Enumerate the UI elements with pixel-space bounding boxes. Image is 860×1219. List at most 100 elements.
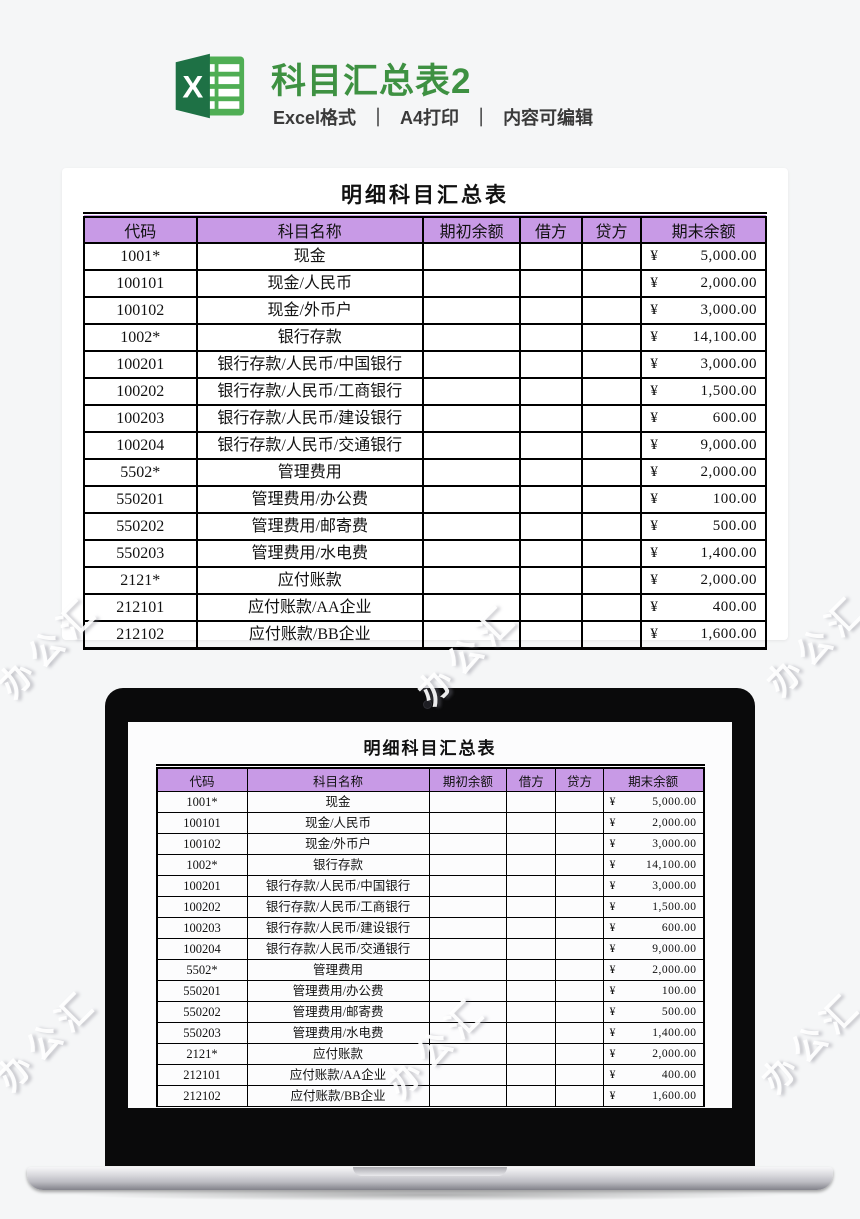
cell-ending: ¥1,400.00 [640, 539, 767, 568]
cell-debit [519, 242, 583, 271]
ending-amount: 1,400.00 [700, 545, 757, 561]
ending-amount: 100.00 [712, 491, 757, 507]
currency-symbol: ¥ [609, 817, 616, 829]
currency-symbol: ¥ [609, 1027, 616, 1039]
currency-symbol: ¥ [650, 491, 658, 507]
cell-ending: ¥2,000.00 [602, 1043, 705, 1065]
ending-amount: 2,000.00 [700, 275, 757, 291]
cell-opening [422, 404, 522, 433]
cell-code: 550203 [83, 539, 198, 568]
cell-name: 管理费用/办公费 [195, 485, 425, 514]
ending-amount: 14,100.00 [646, 859, 697, 871]
table-row: 550203 管理费用/水电费 ¥1,400.00 [156, 1022, 705, 1044]
currency-symbol: ¥ [650, 302, 658, 318]
column-header: 借方 [506, 766, 557, 792]
cell-credit [580, 242, 643, 271]
cell-credit [555, 812, 604, 834]
table-row: 100101 现金/人民币 ¥2,000.00 [83, 269, 767, 298]
cell-name: 现金/外币户 [246, 833, 430, 855]
currency-symbol: ¥ [609, 985, 616, 997]
ending-amount: 400.00 [712, 599, 757, 615]
cell-ending: ¥2,000.00 [640, 458, 767, 487]
ending-amount: 400.00 [661, 1069, 697, 1081]
cell-debit [506, 1064, 557, 1086]
cell-credit [580, 485, 643, 514]
cell-credit [555, 1064, 604, 1086]
cell-code: 100202 [83, 377, 198, 406]
ending-amount: 1,500.00 [700, 383, 757, 399]
subtitle-separator: ｜ [472, 108, 491, 128]
cell-credit [580, 377, 643, 406]
column-header: 代码 [83, 214, 198, 244]
header-row: 代码 科目名称 期初余额 借方 贷方 期末余额 [83, 214, 767, 244]
cell-name: 银行存款/人民币/建设银行 [246, 917, 430, 939]
cell-credit [555, 1022, 604, 1044]
ending-amount: 2,000.00 [652, 1048, 697, 1060]
table-row: 1001* 现金 ¥5,000.00 [83, 242, 767, 271]
currency-symbol: ¥ [650, 248, 658, 264]
cell-debit [519, 620, 583, 650]
cell-opening [422, 566, 522, 595]
cell-ending: ¥9,000.00 [602, 938, 705, 960]
cell-opening [428, 833, 508, 855]
laptop-account-summary-table: 代码 科目名称 期初余额 借方 贷方 期末余额 1001* 现金 ¥5,000.00 10010… [155, 764, 705, 1108]
column-header: 期末余额 [640, 214, 767, 244]
cell-opening [422, 269, 522, 298]
cell-credit [555, 896, 604, 918]
column-header: 期初余额 [422, 214, 522, 244]
table-row: 100202 银行存款/人民币/工商银行 ¥1,500.00 [83, 377, 767, 406]
cell-credit [555, 980, 604, 1002]
cell-credit [580, 296, 643, 325]
cell-code: 5502* [156, 959, 248, 981]
cell-code: 100201 [83, 350, 198, 379]
ending-amount: 9,000.00 [700, 437, 757, 453]
cell-credit [555, 854, 604, 876]
cell-credit [555, 1085, 604, 1108]
cell-opening [428, 1001, 508, 1023]
excel-flap-shape [175, 53, 210, 119]
cell-name: 银行存款 [246, 854, 430, 876]
cell-credit [580, 458, 643, 487]
cell-code: 100203 [83, 404, 198, 433]
ending-amount: 3,000.00 [652, 880, 697, 892]
cell-opening [422, 377, 522, 406]
cell-opening [428, 875, 508, 897]
cell-debit [506, 833, 557, 855]
table-row: 5502* 管理费用 ¥2,000.00 [83, 458, 767, 487]
table-row: 2121* 应付账款 ¥2,000.00 [156, 1043, 705, 1065]
cell-debit [506, 875, 557, 897]
cell-credit [555, 959, 604, 981]
cell-code: 100101 [156, 812, 248, 834]
cell-credit [580, 620, 643, 650]
cell-name: 管理费用/邮寄费 [246, 1001, 430, 1023]
currency-symbol: ¥ [609, 1090, 616, 1102]
table-row: 100102 现金/外币户 ¥3,000.00 [83, 296, 767, 325]
cell-name: 现金/外币户 [195, 296, 425, 325]
table-row: 100204 银行存款/人民币/交通银行 ¥9,000.00 [156, 938, 705, 960]
cell-code: 212101 [83, 593, 198, 622]
cell-debit [506, 812, 557, 834]
currency-symbol: ¥ [650, 464, 658, 480]
subtitle-separator: ｜ [369, 108, 388, 128]
cell-ending: ¥1,500.00 [602, 896, 705, 918]
cell-code: 100201 [156, 875, 248, 897]
cell-name: 银行存款/人民币/交通银行 [195, 431, 425, 460]
cell-debit [506, 1043, 557, 1065]
cell-credit [555, 1001, 604, 1023]
table-row: 550201 管理费用/办公费 ¥100.00 [83, 485, 767, 514]
cell-ending: ¥100.00 [602, 980, 705, 1002]
cell-opening [422, 485, 522, 514]
currency-symbol: ¥ [650, 437, 658, 453]
table-row: 1002* 银行存款 ¥14,100.00 [156, 854, 705, 876]
cell-ending: ¥9,000.00 [640, 431, 767, 460]
cell-credit [580, 539, 643, 568]
watermark-text: 办公汇 [0, 982, 106, 1099]
ending-amount: 600.00 [661, 922, 697, 934]
cell-opening [428, 854, 508, 876]
cell-credit [580, 323, 643, 352]
subtitle-editable: 内容可编辑 [503, 108, 594, 128]
cell-credit [555, 875, 604, 897]
cell-ending: ¥1,600.00 [640, 620, 767, 650]
column-header: 期初余额 [428, 766, 508, 792]
webcam-dot-icon [424, 701, 431, 708]
